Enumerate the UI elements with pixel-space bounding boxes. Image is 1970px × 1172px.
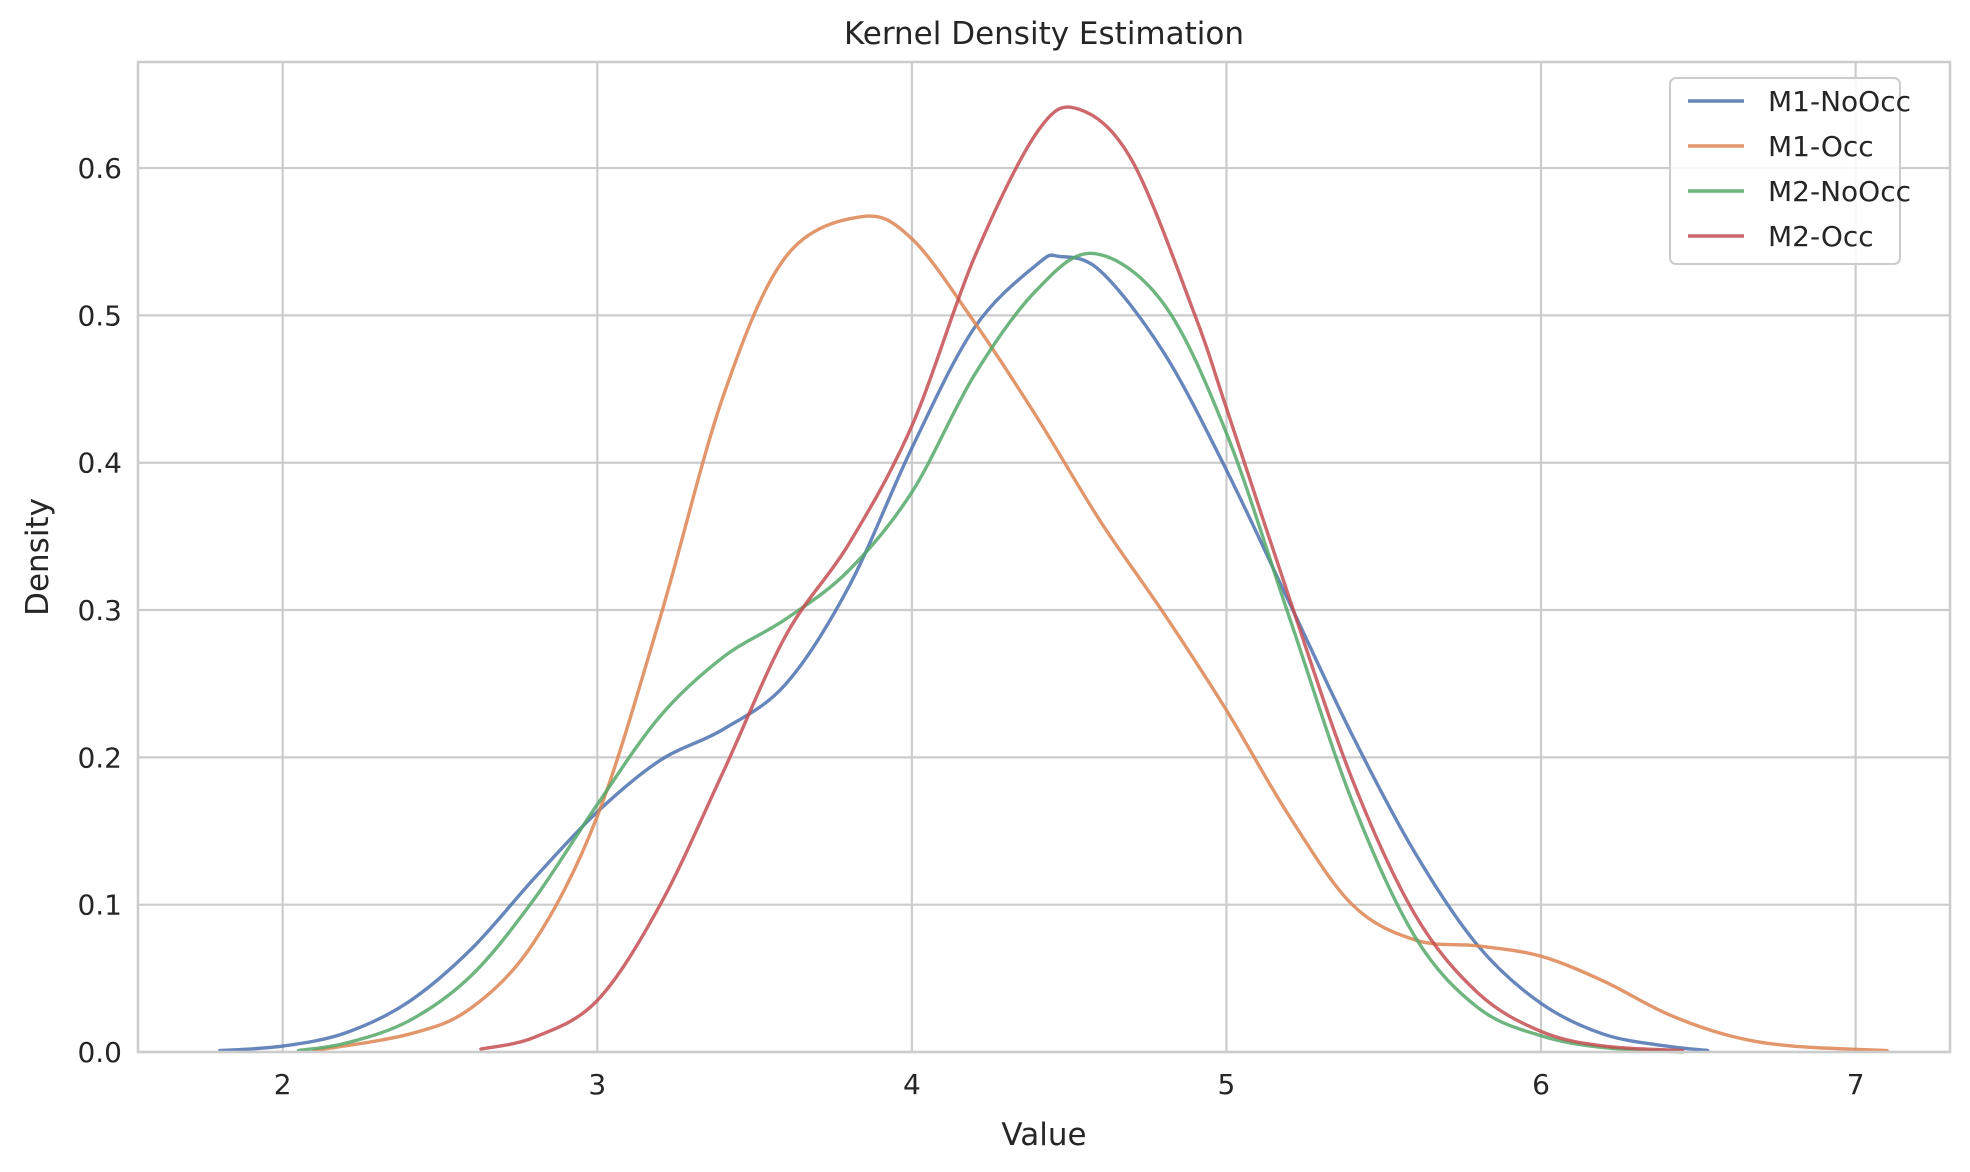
y-tick-label: 0.4 (77, 447, 122, 480)
y-axis-label: Density (20, 498, 56, 616)
legend-label: M2-NoOcc (1768, 175, 1911, 208)
x-axis-label: Value (1001, 1117, 1086, 1153)
legend-box (1669, 77, 1901, 265)
y-tick-label: 0.3 (77, 594, 122, 627)
chart-title: Kernel Density Estimation (844, 16, 1244, 52)
series-lines (218, 105, 1889, 1054)
series-line-m2-noocc (296, 251, 1685, 1054)
y-tick-labels: 0.0 0.1 0.2 0.3 0.4 0.5 0.6 (77, 152, 122, 1069)
legend-label: M1-NoOcc (1768, 85, 1911, 118)
series-line-m2-occ (479, 105, 1685, 1053)
legend-entries: M1-NoOcc M1-Occ M2-NoOcc M2-Occ (1688, 85, 1911, 253)
plot-background (138, 62, 1950, 1052)
plot-frame (136, 60, 1952, 1054)
x-tick-label: 2 (274, 1068, 292, 1101)
x-tick-label: 3 (588, 1068, 606, 1101)
x-tick-label: 5 (1218, 1068, 1236, 1101)
x-tick-label: 6 (1532, 1068, 1550, 1101)
legend: M1-NoOcc M1-Occ M2-NoOcc M2-Occ (1669, 77, 1911, 265)
y-tick-label: 0.1 (77, 889, 122, 922)
y-tick-label: 0.6 (77, 152, 122, 185)
y-tick-label: 0.0 (77, 1036, 122, 1069)
x-tick-label: 7 (1847, 1068, 1865, 1101)
y-tick-label: 0.5 (77, 299, 122, 332)
x-gridlines (281, 62, 1857, 1052)
legend-label: M1-Occ (1768, 130, 1874, 163)
series-line-m1-noocc (218, 253, 1710, 1053)
x-tick-label: 4 (903, 1068, 921, 1101)
legend-label: M2-Occ (1768, 220, 1874, 253)
y-tick-label: 0.2 (77, 741, 122, 774)
x-tick-labels: 2 3 4 5 6 7 (274, 1068, 1865, 1101)
series-line-m1-occ (312, 214, 1889, 1053)
